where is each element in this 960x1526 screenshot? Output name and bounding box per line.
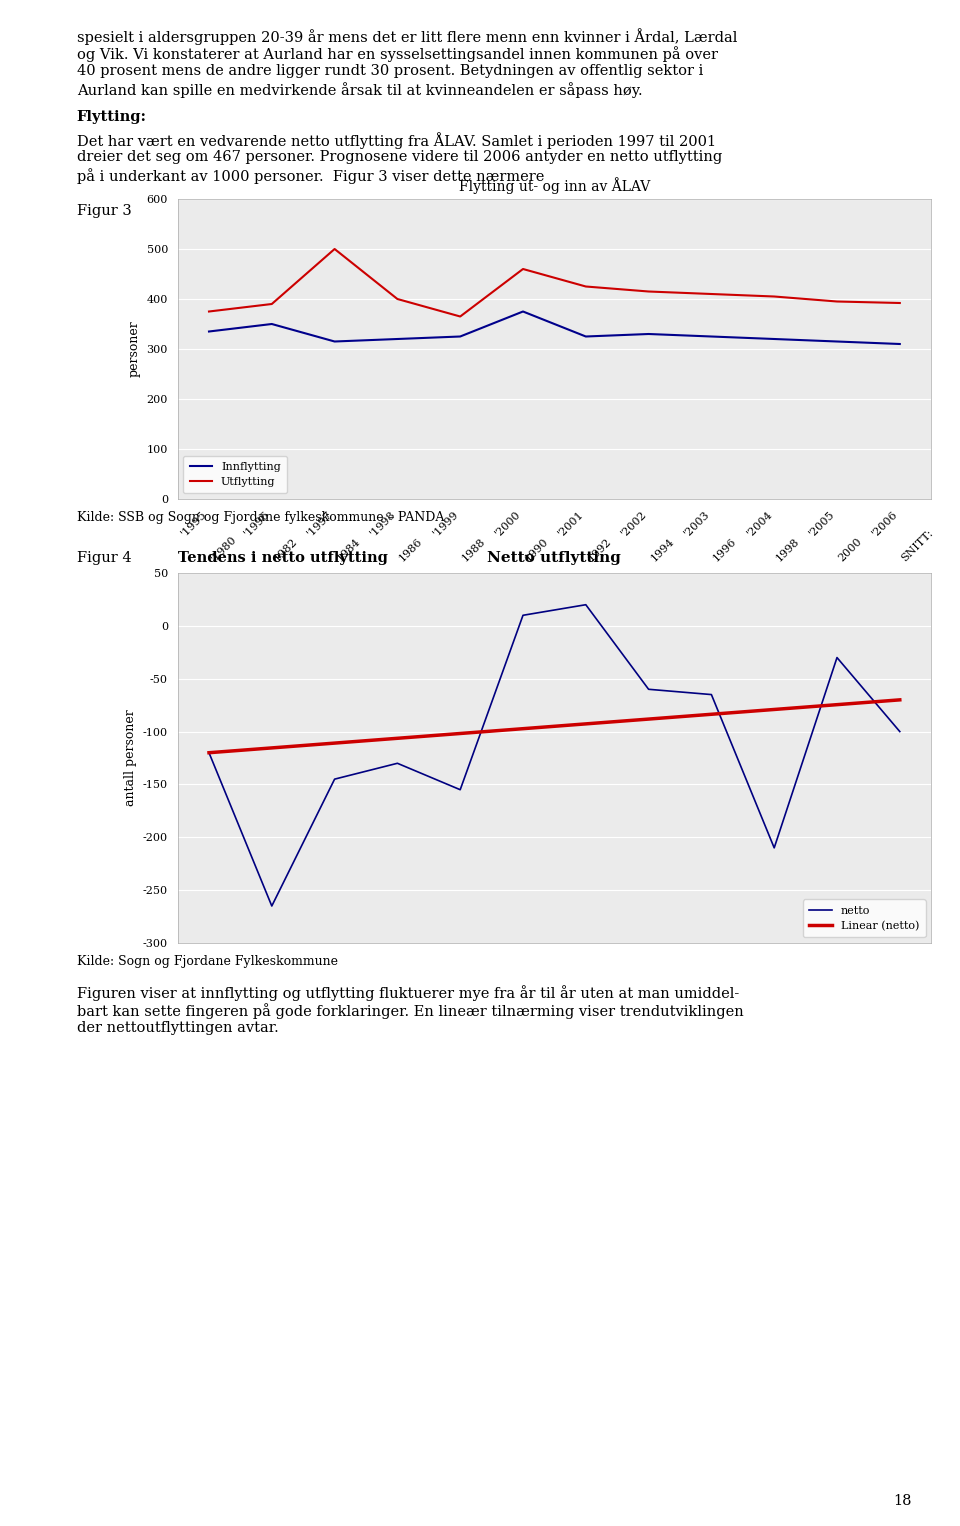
Text: på i underkant av 1000 personer.  Figur 3 viser dette nærmere: på i underkant av 1000 personer. Figur 3… bbox=[77, 168, 544, 183]
Text: og Vik. Vi konstaterer at Aurland har en sysselsettingsandel innen kommunen på o: og Vik. Vi konstaterer at Aurland har en… bbox=[77, 46, 718, 63]
Text: bart kan sette fingeren på gode forklaringer. En lineær tilnærming viser trendut: bart kan sette fingeren på gode forklari… bbox=[77, 1003, 744, 1019]
Text: Figuren viser at innflytting og utflytting fluktuerer mye fra år til år uten at : Figuren viser at innflytting og utflytti… bbox=[77, 984, 739, 1001]
Text: Kilde: SSB og Sogn og Fjordane fylkeskommune – PANDA: Kilde: SSB og Sogn og Fjordane fylkeskom… bbox=[77, 511, 444, 523]
Y-axis label: antall personer: antall personer bbox=[124, 710, 137, 806]
Legend: netto, Linear (netto): netto, Linear (netto) bbox=[803, 899, 925, 937]
Text: Tendens i netto utflytting: Tendens i netto utflytting bbox=[178, 551, 388, 565]
Text: spesielt i aldersgruppen 20-39 år mens det er litt flere menn enn kvinner i Årda: spesielt i aldersgruppen 20-39 år mens d… bbox=[77, 27, 737, 44]
Text: der nettoutflyttingen avtar.: der nettoutflyttingen avtar. bbox=[77, 1021, 278, 1035]
Text: dreier det seg om 467 personer. Prognosene videre til 2006 antyder en netto utfl: dreier det seg om 467 personer. Prognose… bbox=[77, 150, 722, 163]
Title: Flytting ut- og inn av ÅLAV: Flytting ut- og inn av ÅLAV bbox=[459, 177, 650, 194]
Text: Flytting:: Flytting: bbox=[77, 110, 147, 124]
Text: Aurland kan spille en medvirkende årsak til at kvinneandelen er såpass høy.: Aurland kan spille en medvirkende årsak … bbox=[77, 82, 642, 98]
Text: Figur 3: Figur 3 bbox=[77, 204, 132, 218]
Legend: Innflytting, Utflytting: Innflytting, Utflytting bbox=[183, 456, 287, 493]
Text: Kilde: Sogn og Fjordane Fylkeskommune: Kilde: Sogn og Fjordane Fylkeskommune bbox=[77, 955, 338, 967]
Text: 18: 18 bbox=[894, 1494, 912, 1508]
Y-axis label: personer: personer bbox=[128, 320, 141, 377]
Text: Det har vært en vedvarende netto utflytting fra ÅLAV. Samlet i perioden 1997 til: Det har vært en vedvarende netto utflytt… bbox=[77, 133, 716, 150]
Text: 40 prosent mens de andre ligger rundt 30 prosent. Betydningen av offentlig sekto: 40 prosent mens de andre ligger rundt 30… bbox=[77, 64, 703, 78]
Text: Figur 4: Figur 4 bbox=[77, 551, 132, 565]
Text: Netto utflytting: Netto utflytting bbox=[488, 551, 621, 565]
